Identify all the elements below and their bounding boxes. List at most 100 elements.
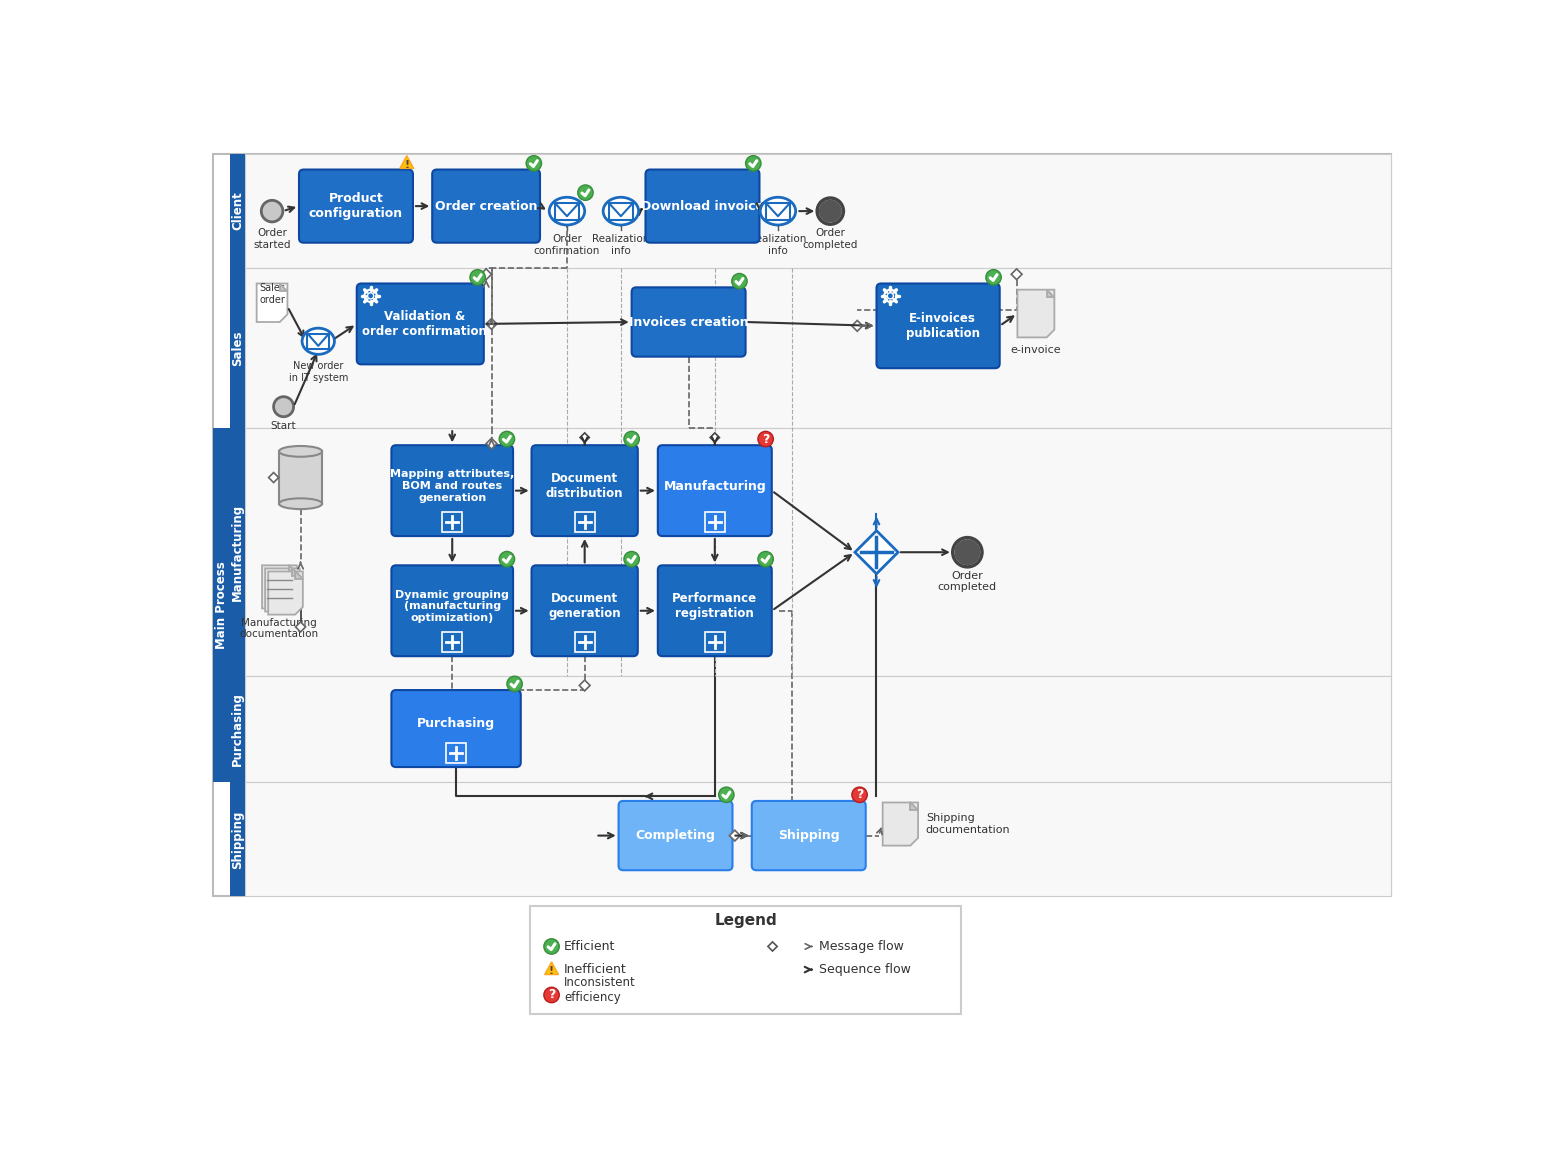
FancyBboxPatch shape (619, 801, 733, 870)
Polygon shape (544, 962, 558, 975)
Bar (530, 906, 961, 1015)
Text: Shipping
documentation: Shipping documentation (925, 814, 1011, 835)
Text: ?: ? (856, 788, 863, 801)
Polygon shape (289, 566, 296, 573)
FancyBboxPatch shape (658, 445, 772, 537)
Text: Order
confirmation: Order confirmation (534, 234, 601, 256)
Text: ?: ? (761, 433, 769, 445)
Polygon shape (1011, 269, 1022, 279)
Circle shape (817, 198, 844, 224)
Text: Efficient: Efficient (563, 940, 615, 953)
Bar (555, 202, 579, 220)
Polygon shape (1047, 290, 1055, 297)
Text: Client: Client (231, 192, 243, 230)
Text: Sequence flow: Sequence flow (819, 963, 911, 976)
Circle shape (852, 787, 867, 802)
Circle shape (261, 200, 282, 222)
Text: Order
started: Order started (253, 228, 290, 250)
FancyBboxPatch shape (532, 445, 638, 537)
Circle shape (732, 274, 747, 289)
Circle shape (499, 431, 515, 447)
Bar (229, 154, 245, 268)
Circle shape (470, 270, 485, 285)
Circle shape (273, 396, 293, 416)
Ellipse shape (279, 498, 321, 510)
Bar (705, 512, 725, 532)
Bar (229, 428, 245, 676)
Bar (307, 333, 329, 350)
FancyBboxPatch shape (357, 284, 484, 365)
Bar (245, 676, 1392, 782)
Polygon shape (579, 680, 590, 691)
Polygon shape (262, 566, 296, 608)
Text: E-invoices
publication: E-invoices publication (906, 312, 980, 340)
FancyBboxPatch shape (532, 566, 638, 656)
Text: Completing: Completing (635, 829, 716, 842)
Text: Start: Start (271, 421, 296, 430)
FancyBboxPatch shape (658, 566, 772, 656)
Circle shape (365, 290, 378, 302)
Text: Inconsistent
efficiency: Inconsistent efficiency (563, 976, 635, 1004)
Circle shape (577, 185, 593, 200)
Text: Realization
info: Realization info (749, 234, 807, 256)
Bar (229, 782, 245, 897)
Text: !: ! (404, 160, 409, 170)
Bar (245, 154, 1392, 268)
Polygon shape (883, 802, 919, 845)
Text: Legend: Legend (714, 913, 777, 928)
Circle shape (746, 155, 761, 171)
Polygon shape (295, 622, 306, 632)
Bar (574, 512, 594, 532)
Polygon shape (855, 531, 899, 574)
Circle shape (499, 552, 515, 567)
Polygon shape (399, 155, 413, 168)
Text: Document
generation: Document generation (549, 593, 621, 620)
Bar (212, 154, 1392, 897)
Circle shape (526, 155, 541, 171)
Polygon shape (292, 568, 300, 576)
Bar (446, 743, 466, 763)
Bar (766, 202, 791, 220)
Polygon shape (268, 472, 279, 483)
Polygon shape (257, 284, 287, 321)
Bar (212, 428, 229, 782)
Bar (245, 428, 1392, 676)
Text: Product
configuration: Product configuration (309, 192, 402, 220)
Bar (229, 268, 245, 428)
Text: Mapping attributes,
BOM and routes
generation: Mapping attributes, BOM and routes gener… (390, 470, 515, 503)
Text: Sales: Sales (231, 331, 243, 366)
Polygon shape (487, 318, 498, 330)
Bar (245, 268, 1392, 428)
Text: e-invoice: e-invoice (1011, 345, 1061, 355)
Bar (245, 782, 1392, 897)
Circle shape (758, 552, 774, 567)
Text: Manufacturing: Manufacturing (231, 504, 243, 601)
Text: Realization
info: Realization info (593, 234, 649, 256)
Text: Order
completed: Order completed (802, 228, 858, 250)
Bar (574, 632, 594, 652)
Ellipse shape (279, 445, 321, 457)
Text: Performance
registration: Performance registration (672, 593, 757, 620)
FancyBboxPatch shape (300, 170, 413, 243)
FancyBboxPatch shape (392, 445, 513, 537)
Polygon shape (911, 802, 919, 810)
Polygon shape (710, 433, 719, 442)
Text: Validation &
order confirmation: Validation & order confirmation (362, 310, 487, 338)
Ellipse shape (760, 198, 796, 224)
Polygon shape (1017, 290, 1055, 338)
Circle shape (507, 676, 523, 692)
Bar (705, 632, 725, 652)
Text: Order creation: Order creation (435, 200, 537, 213)
Text: Purchasing: Purchasing (417, 718, 495, 731)
FancyBboxPatch shape (632, 288, 746, 357)
Text: Manufacturing: Manufacturing (663, 479, 766, 492)
Circle shape (544, 939, 558, 954)
Text: Message flow: Message flow (819, 940, 903, 953)
Bar (441, 632, 462, 652)
Circle shape (986, 270, 1002, 285)
Text: ?: ? (548, 989, 555, 1002)
Circle shape (819, 200, 841, 222)
Polygon shape (580, 433, 590, 442)
Text: Document
distribution: Document distribution (546, 472, 624, 500)
Text: Shipping: Shipping (231, 810, 243, 869)
